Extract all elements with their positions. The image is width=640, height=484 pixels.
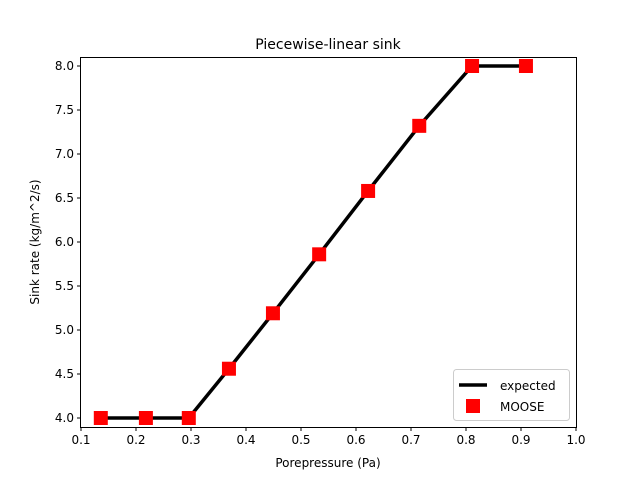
moose-marker xyxy=(518,59,533,73)
x-tick-label: 0.9 xyxy=(511,433,530,447)
legend-label-moose: MOOSE xyxy=(500,400,544,414)
plot-frame xyxy=(80,57,577,428)
x-axis-label: Porepressure (Pa) xyxy=(275,456,380,470)
y-tick-label: 4.5 xyxy=(55,367,74,381)
moose-marker xyxy=(265,306,280,321)
y-tick-label: 4.0 xyxy=(55,411,74,425)
y-tick-label: 7.0 xyxy=(55,147,74,161)
moose-marker xyxy=(138,411,153,425)
x-tick-label: 0.8 xyxy=(456,433,475,447)
chart-title: Piecewise-linear sink xyxy=(255,37,401,53)
y-axis-label: Sink rate (kg/m^2/s) xyxy=(28,179,42,304)
x-tick-label: 0.3 xyxy=(181,433,200,447)
legend-label-expected: expected xyxy=(500,379,556,393)
legend: expected MOOSE xyxy=(453,369,570,421)
moose-marker xyxy=(93,411,108,425)
legend-marker-moose xyxy=(466,399,480,413)
moose-marker xyxy=(221,361,236,376)
y-tick-label: 8.0 xyxy=(55,59,74,73)
moose-marker xyxy=(412,118,427,133)
moose-marker xyxy=(361,183,376,198)
y-tick-label: 5.0 xyxy=(55,323,74,337)
x-tick-label: 0.4 xyxy=(236,433,255,447)
x-tick-label: 0.2 xyxy=(126,433,145,447)
x-tick-label: 1.0 xyxy=(566,433,585,447)
x-tick-label: 0.5 xyxy=(291,433,310,447)
x-tick-label: 0.6 xyxy=(346,433,365,447)
series-expected-line xyxy=(100,64,526,420)
x-tick-label: 0.1 xyxy=(71,433,90,447)
moose-marker xyxy=(181,411,196,425)
y-tick-label: 6.0 xyxy=(55,235,74,249)
y-tick-label: 5.5 xyxy=(55,279,74,293)
moose-marker xyxy=(465,59,480,73)
y-tick-label: 6.5 xyxy=(55,191,74,205)
moose-marker xyxy=(312,247,327,262)
y-tick-label: 7.5 xyxy=(55,103,74,117)
x-tick-label: 0.7 xyxy=(401,433,420,447)
